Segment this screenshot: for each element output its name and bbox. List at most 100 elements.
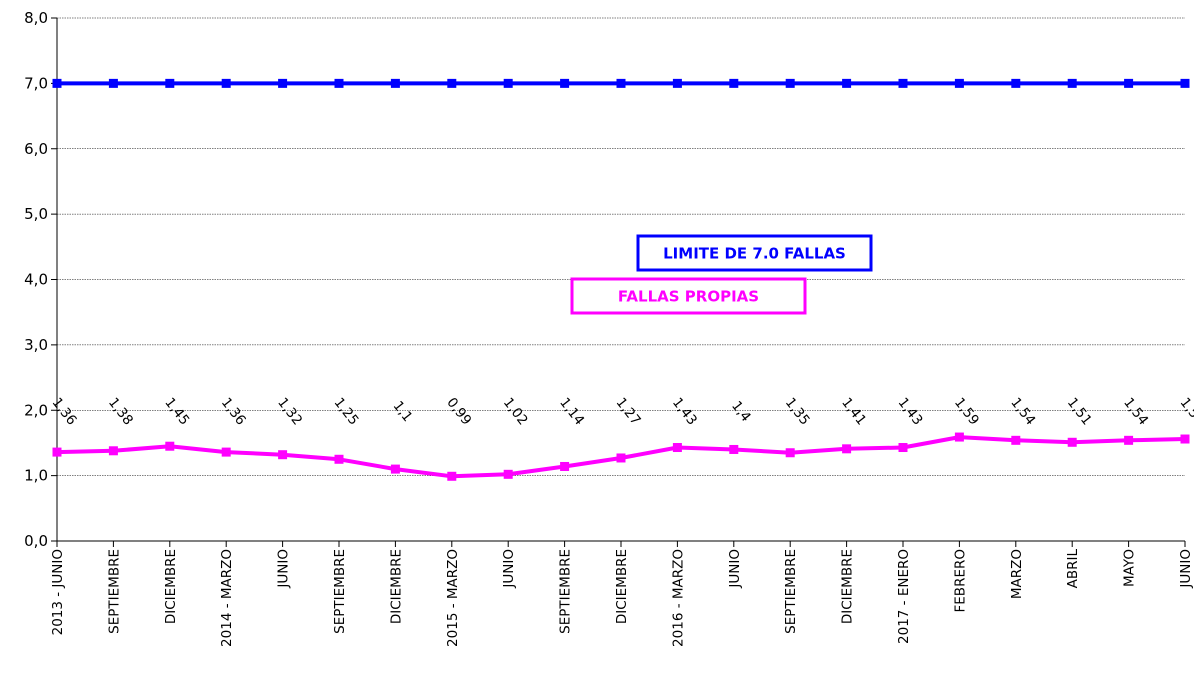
- data-label: 1,1: [390, 398, 416, 425]
- x-tick-label: JUNIO: [276, 549, 292, 589]
- x-tick-label: 2016 - MARZO: [670, 549, 686, 647]
- data-labels: 1,36 1,38 1,45 1,36 1,32 1,25 1,1 0,99 1,02 1,14 1…: [49, 395, 1194, 429]
- x-tick-label: SEPTIEMBRE: [558, 549, 574, 634]
- data-point: [334, 454, 344, 464]
- legend-box-1: [570, 277, 807, 315]
- data-label: 1,14: [556, 395, 587, 429]
- data-label: 1,35: [782, 395, 813, 429]
- data-label: 1,54: [1007, 395, 1038, 429]
- x-tick-label: 2014 - MARZO: [219, 549, 235, 647]
- legend-label-1: FALLAS PROPIAS: [618, 288, 759, 306]
- data-point: [334, 78, 344, 88]
- x-axis-ticks: 2013 - JUNIO SEPTIEMBRE DICIEMBRE 2014 - MA…: [50, 541, 1194, 647]
- data-point: [1180, 78, 1190, 88]
- y-tick-label: 0,0: [24, 532, 48, 550]
- x-tick-label: JUNIO: [501, 549, 517, 589]
- data-point: [390, 464, 400, 474]
- x-tick-label: DICIEMBRE: [614, 549, 630, 624]
- data-label: 1,59: [951, 395, 982, 429]
- x-tick-label: SEPTIEMBRE: [106, 549, 122, 634]
- y-axis-ticks: 0,0 1,0 2,0 3,0 4,0 5,0 6,0 7,0 8,0: [24, 9, 57, 550]
- x-tick-label: SEPTIEMBRE: [783, 549, 799, 634]
- y-tick-label: 4,0: [24, 271, 48, 289]
- x-tick-label: FEBRERO: [952, 549, 968, 612]
- legend-label-0: LIMITE DE 7.0 FALLAS: [663, 245, 846, 263]
- data-point: [1011, 78, 1021, 88]
- data-point: [447, 471, 457, 481]
- data-label: 1,41: [838, 395, 869, 429]
- x-tick-label: 2015 - MARZO: [445, 549, 461, 647]
- data-label: 1,32: [274, 395, 305, 429]
- data-point: [898, 78, 908, 88]
- data-point: [560, 78, 570, 88]
- x-tick-label: DICIEMBRE: [163, 549, 179, 624]
- data-label: 1,36: [49, 395, 80, 429]
- data-point: [165, 78, 175, 88]
- x-tick-label: JUNIO: [1178, 549, 1194, 589]
- y-tick-label: 2,0: [24, 401, 48, 419]
- data-point: [785, 78, 795, 88]
- data-point: [954, 78, 964, 88]
- data-point: [1067, 78, 1077, 88]
- y-tick-label: 3,0: [24, 336, 48, 354]
- data-point: [1067, 437, 1077, 447]
- data-point: [278, 78, 288, 88]
- data-point: [785, 448, 795, 458]
- data-label: 1,43: [669, 395, 700, 429]
- y-tick-label: 7,0: [24, 74, 48, 92]
- data-point: [616, 78, 626, 88]
- data-point: [560, 461, 570, 471]
- data-point: [52, 447, 62, 457]
- x-tick-label: 2017 - ENERO: [896, 549, 912, 644]
- data-point: [729, 78, 739, 88]
- data-label: 1,25: [331, 395, 362, 429]
- x-tick-label: DICIEMBRE: [388, 549, 404, 624]
- legend: LIMITE DE 7.0 FALLAS FALLAS PROPIAS: [570, 234, 873, 315]
- data-point: [52, 78, 62, 88]
- data-point: [221, 78, 231, 88]
- legend-box-0: [636, 234, 873, 272]
- x-tick-label: MAYO: [1122, 549, 1138, 587]
- data-label: 1,27: [613, 395, 644, 429]
- data-point: [1180, 434, 1190, 444]
- x-tick-label: JUNIO: [727, 549, 743, 589]
- data-point: [278, 450, 288, 460]
- data-label: 1,56: [1177, 395, 1194, 429]
- data-point: [954, 432, 964, 442]
- data-label: 1,51: [1064, 395, 1095, 429]
- data-point: [1011, 435, 1021, 445]
- data-label: 1,38: [105, 395, 136, 429]
- x-tick-label: DICIEMBRE: [840, 549, 856, 624]
- x-tick-label: ABRIL: [1065, 549, 1081, 589]
- data-point: [390, 78, 400, 88]
- data-point: [898, 443, 908, 453]
- data-point: [221, 447, 231, 457]
- x-tick-label: SEPTIEMBRE: [332, 549, 348, 634]
- y-tick-label: 8,0: [24, 9, 48, 27]
- data-point: [729, 444, 739, 454]
- data-label: 1,36: [218, 395, 249, 429]
- data-point: [672, 78, 682, 88]
- series-group: [52, 78, 1190, 481]
- data-point: [672, 443, 682, 453]
- data-point: [1124, 435, 1134, 445]
- y-tick-label: 1,0: [24, 467, 48, 485]
- data-label: 1,45: [161, 395, 192, 429]
- x-tick-label: 2013 - JUNIO: [50, 549, 66, 635]
- data-label: 1,4: [728, 398, 754, 425]
- data-point: [108, 78, 118, 88]
- data-point: [447, 78, 457, 88]
- data-point: [842, 78, 852, 88]
- data-label: 0,99: [443, 395, 474, 429]
- data-label: 1,54: [1120, 395, 1151, 429]
- data-label: 1,02: [500, 395, 531, 429]
- y-tick-label: 6,0: [24, 140, 48, 158]
- data-point: [616, 453, 626, 463]
- data-point: [165, 441, 175, 451]
- x-tick-label: MARZO: [1009, 549, 1025, 599]
- data-point: [503, 78, 513, 88]
- y-tick-label: 5,0: [24, 205, 48, 223]
- data-point: [503, 469, 513, 479]
- data-label: 1,43: [895, 395, 926, 429]
